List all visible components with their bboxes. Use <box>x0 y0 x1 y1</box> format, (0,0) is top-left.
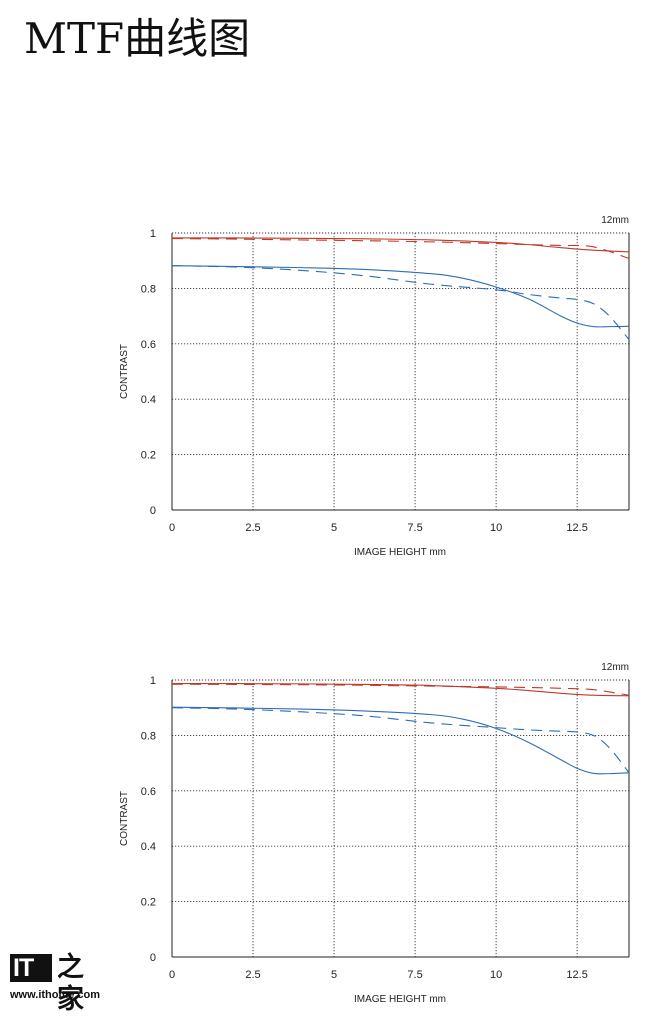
focal-length-label: 12mm <box>601 662 629 673</box>
page-title: MTF曲线图 <box>24 14 251 63</box>
y-tick-label: 0 <box>150 505 156 517</box>
y-tick-label: 1 <box>150 675 156 687</box>
y-tick-label: 0 <box>150 952 156 964</box>
ithome-watermark: IT 之家 www.ithome.com <box>10 952 110 1015</box>
mtf-curve-solid <box>171 237 630 253</box>
mtf-curve-solid <box>171 683 630 697</box>
ithome-logo: IT <box>10 954 52 982</box>
y-tick-label: 0.2 <box>141 450 156 462</box>
x-tick-label: 10 <box>490 522 502 534</box>
x-axis-title: IMAGE HEIGHT mm <box>354 994 446 1005</box>
ithome-logo-text: 之家 <box>57 952 84 1015</box>
x-tick-label: 7.5 <box>407 522 422 534</box>
y-tick-label: 0.8 <box>141 730 156 742</box>
y-tick-label: 0.6 <box>141 786 156 798</box>
x-tick-label: 2.5 <box>245 969 260 981</box>
x-tick-label: 0 <box>169 522 175 534</box>
y-tick-label: 1 <box>150 228 156 240</box>
mtf-curve-dashed <box>171 707 630 774</box>
mtf-curve-solid <box>171 706 630 775</box>
x-tick-label: 7.5 <box>407 969 422 981</box>
y-tick-label: 0.8 <box>141 283 156 295</box>
mtf-curve-dashed <box>171 237 630 260</box>
x-tick-label: 5 <box>331 522 337 534</box>
x-tick-label: 12.5 <box>566 969 587 981</box>
mtf-chart-2: 0 0.2 0.4 0.6 0.8 1 0 2.5 5 7.5 10 12.5 IMAGE HEIGHT… <box>0 652 655 1012</box>
x-tick-label: 5 <box>331 969 337 981</box>
y-tick-label: 0.4 <box>141 841 156 853</box>
mtf-curve-dashed <box>171 683 630 696</box>
x-tick-label: 2.5 <box>245 522 260 534</box>
y-tick-label: 0.2 <box>141 897 156 909</box>
x-tick-label: 0 <box>169 969 175 981</box>
mtf-curve-dashed <box>171 265 630 340</box>
y-axis-title: CONTRAST <box>119 344 130 399</box>
watermark-url: www.ithome.com <box>10 989 101 1001</box>
focal-length-label: 12mm <box>601 215 629 226</box>
mtf-chart-1: 0 0.2 0.4 0.6 0.8 1 0 2.5 5 7.5 10 12.5 IMAGE HEIGHT… <box>0 205 655 565</box>
y-tick-label: 0.6 <box>141 339 156 351</box>
x-axis-title: IMAGE HEIGHT mm <box>354 547 446 558</box>
x-tick-label: 10 <box>490 969 502 981</box>
mtf-curve-solid <box>171 265 630 328</box>
y-tick-label: 0.4 <box>141 394 156 406</box>
y-axis-title: CONTRAST <box>119 791 130 846</box>
x-tick-label: 12.5 <box>566 522 587 534</box>
